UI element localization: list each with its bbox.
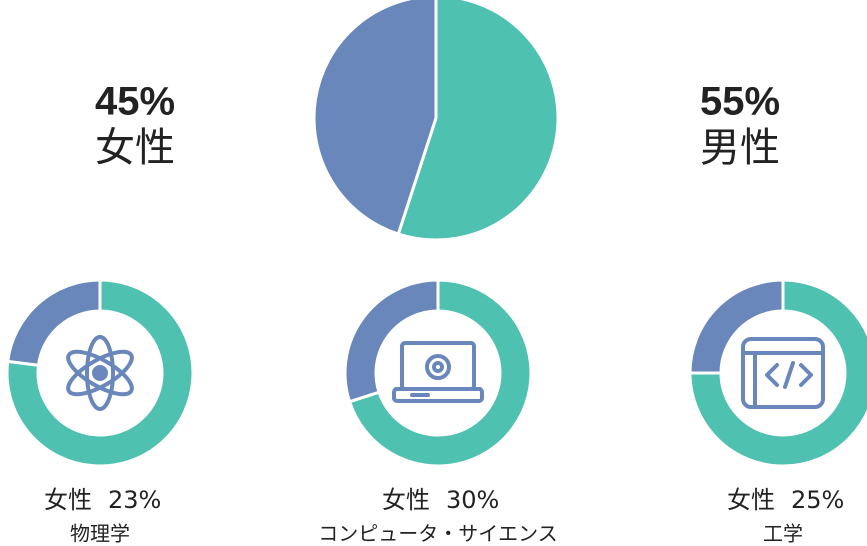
atom-icon — [66, 335, 134, 411]
donut-title: 物理学 — [70, 522, 130, 546]
code-icon — [741, 337, 825, 409]
value-label: 23% — [108, 486, 161, 514]
donut-title: 工学 — [763, 522, 803, 546]
segment — [6, 278, 102, 367]
marks — [5, 0, 867, 468]
laptop-icon — [392, 341, 484, 403]
inner-circle — [722, 312, 844, 434]
category-label: 女性 — [727, 486, 775, 514]
segment — [343, 278, 440, 404]
category-label: 男性 — [700, 125, 780, 171]
segment — [312, 0, 438, 236]
segment — [347, 278, 533, 468]
segment — [5, 278, 195, 468]
value-label: 45% — [95, 80, 175, 124]
value-label: 30% — [446, 486, 499, 514]
segment — [396, 0, 560, 242]
value-label: 25% — [791, 486, 844, 514]
segment — [688, 278, 785, 375]
category-label: 女性 — [95, 125, 175, 171]
value-label: 55% — [700, 80, 780, 124]
category-label: 女性 — [44, 486, 92, 514]
segment — [688, 278, 867, 468]
category-label: 女性 — [382, 486, 430, 514]
donut-title: コンピュータ・サイエンス — [318, 522, 557, 546]
